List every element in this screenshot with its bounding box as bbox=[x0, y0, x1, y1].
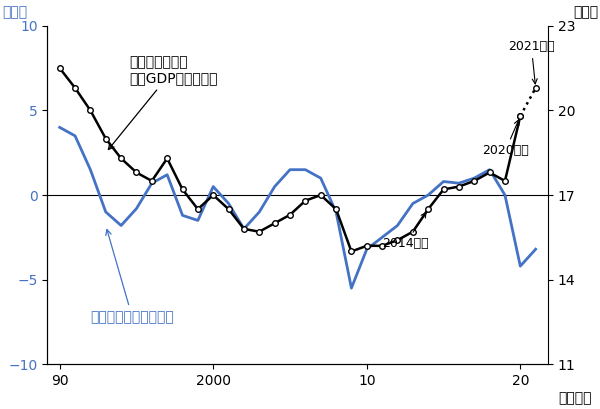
Text: 2014年度: 2014年度 bbox=[382, 213, 429, 250]
Text: （％）: （％） bbox=[573, 5, 598, 19]
Text: 国・地方の税収
（対GDP比、右軸）: 国・地方の税収 （対GDP比、右軸） bbox=[109, 55, 217, 150]
Text: 需給ギャップ（左軸）: 需給ギャップ（左軸） bbox=[91, 229, 174, 324]
Text: （年度）: （年度） bbox=[558, 391, 592, 405]
Text: 2021年度: 2021年度 bbox=[508, 40, 554, 84]
Text: （％）: （％） bbox=[2, 5, 28, 19]
Text: 2020年度: 2020年度 bbox=[482, 120, 529, 157]
